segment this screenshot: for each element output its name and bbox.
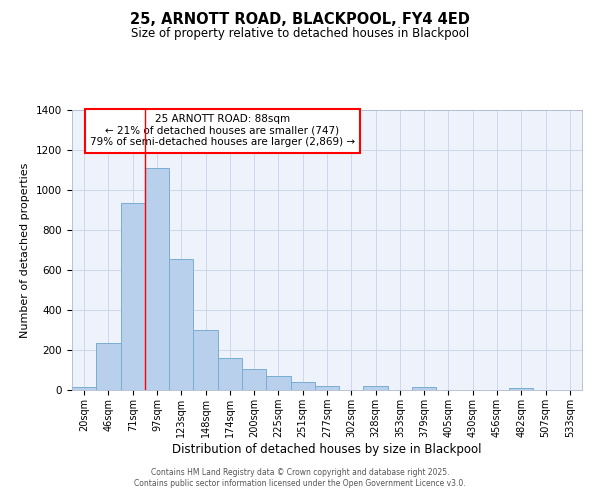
Bar xyxy=(96,343,121,390)
Bar xyxy=(509,388,533,390)
Bar xyxy=(266,376,290,390)
Bar xyxy=(193,330,218,390)
Bar xyxy=(145,168,169,390)
X-axis label: Distribution of detached houses by size in Blackpool: Distribution of detached houses by size … xyxy=(172,442,482,456)
Y-axis label: Number of detached properties: Number of detached properties xyxy=(20,162,31,338)
Bar xyxy=(364,386,388,390)
Text: Size of property relative to detached houses in Blackpool: Size of property relative to detached ho… xyxy=(131,28,469,40)
Bar xyxy=(72,388,96,390)
Bar xyxy=(218,358,242,390)
Bar xyxy=(315,386,339,390)
Bar xyxy=(412,388,436,390)
Text: 25 ARNOTT ROAD: 88sqm
← 21% of detached houses are smaller (747)
79% of semi-det: 25 ARNOTT ROAD: 88sqm ← 21% of detached … xyxy=(90,114,355,148)
Bar xyxy=(169,259,193,390)
Text: Contains HM Land Registry data © Crown copyright and database right 2025.
Contai: Contains HM Land Registry data © Crown c… xyxy=(134,468,466,487)
Text: 25, ARNOTT ROAD, BLACKPOOL, FY4 4ED: 25, ARNOTT ROAD, BLACKPOOL, FY4 4ED xyxy=(130,12,470,28)
Bar xyxy=(121,203,145,390)
Bar xyxy=(242,368,266,390)
Bar xyxy=(290,382,315,390)
